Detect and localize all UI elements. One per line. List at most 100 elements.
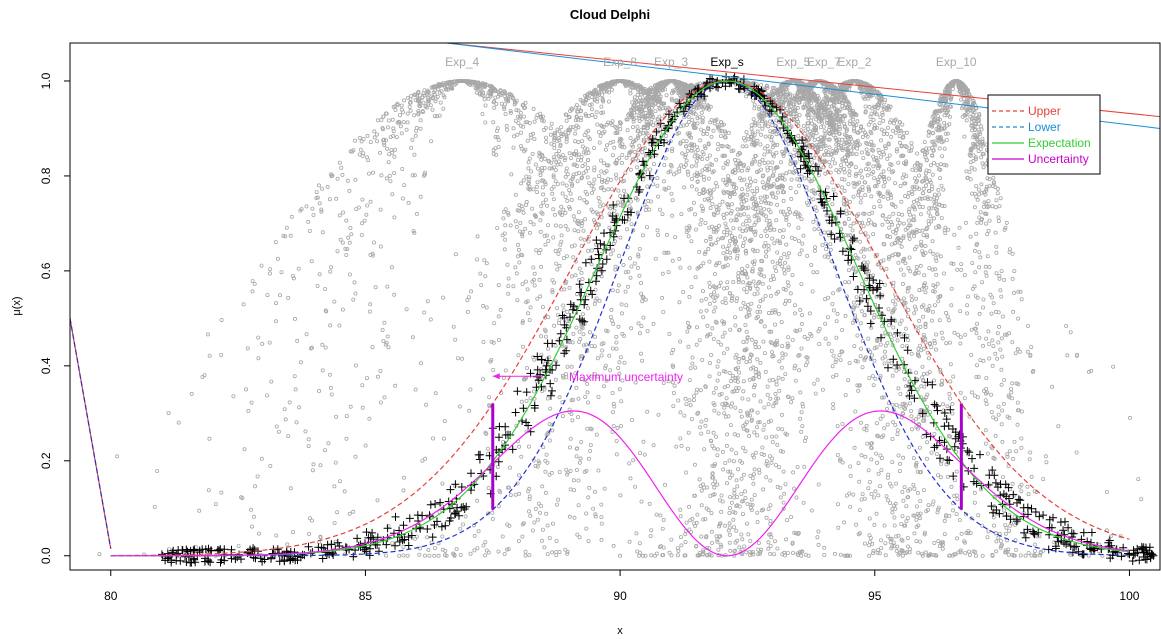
cloud-point — [219, 352, 224, 357]
cloud-point — [737, 356, 742, 361]
cloud-point — [323, 308, 328, 313]
cloud-point — [551, 235, 556, 240]
cloud-point — [534, 115, 539, 120]
cloud-point — [783, 482, 788, 487]
cloud-point — [516, 353, 521, 358]
cloud-point — [426, 97, 431, 102]
cloud-point — [854, 152, 859, 157]
cloud-point — [615, 200, 620, 205]
cloud-point — [484, 261, 489, 266]
cloud-point — [274, 533, 279, 538]
cloud-point — [323, 345, 328, 350]
cloud-point — [547, 536, 552, 541]
cloud-point — [686, 430, 691, 435]
cloud-point — [493, 89, 498, 94]
cloud-point — [546, 238, 551, 243]
cloud-point — [668, 169, 673, 174]
cloud-point — [811, 197, 816, 202]
cloud-point — [543, 458, 548, 463]
cloud-point — [740, 168, 745, 173]
cloud-point — [240, 496, 245, 501]
cloud-point — [769, 137, 774, 142]
cloud-point — [592, 301, 597, 306]
cloud-point — [337, 160, 342, 165]
cloud-point — [546, 223, 551, 228]
cloud-point — [699, 204, 704, 209]
cloud-point — [860, 365, 865, 370]
cloud-point — [503, 223, 508, 228]
cloud-point — [867, 516, 872, 521]
cloud-point — [895, 432, 900, 437]
cloud-point — [843, 233, 848, 238]
cloud-point — [383, 342, 388, 347]
cloud-point — [707, 301, 712, 306]
cloud-point — [368, 199, 373, 204]
cloud-point — [304, 332, 309, 337]
cloud-point — [392, 292, 397, 297]
cloud-point — [504, 123, 509, 128]
cloud-point — [365, 133, 370, 138]
cloud-point — [905, 536, 910, 541]
cloud-point — [166, 411, 171, 416]
cloud-point — [732, 549, 737, 554]
cloud-point — [762, 422, 767, 427]
cloud-point — [416, 110, 421, 115]
cloud-point — [341, 210, 346, 215]
cloud-point — [671, 404, 676, 409]
cloud-point — [709, 352, 714, 357]
cloud-point — [683, 396, 688, 401]
cloud-point — [395, 120, 400, 125]
cloud-point — [891, 280, 896, 285]
cloud-point — [759, 234, 764, 239]
cloud-point — [552, 145, 557, 150]
cloud-point — [761, 339, 766, 344]
cloud-point — [847, 360, 852, 365]
cloud-point — [782, 252, 787, 257]
cloud-point — [332, 521, 337, 526]
cloud-point — [635, 210, 640, 215]
cloud-point — [484, 305, 489, 310]
cloud-point — [707, 284, 712, 289]
cloud-point — [695, 116, 700, 121]
cloud-point — [496, 145, 501, 150]
cloud-point — [611, 410, 616, 415]
cloud-point — [637, 143, 642, 148]
cloud-point — [834, 319, 839, 324]
cloud-point — [830, 202, 835, 207]
cloud-point — [637, 273, 642, 278]
cloud-point — [513, 219, 518, 224]
cloud-point — [846, 182, 851, 187]
cloud-point — [874, 421, 879, 426]
cloud-point — [506, 284, 511, 289]
cloud-point — [728, 494, 733, 499]
cloud-point — [925, 440, 930, 445]
cloud-point — [540, 484, 545, 489]
cloud-point — [851, 492, 856, 497]
cloud-point — [508, 110, 513, 115]
cloud-point — [687, 398, 692, 403]
cloud-point — [855, 285, 860, 290]
cloud-point — [618, 235, 623, 240]
cloud-point — [1074, 450, 1079, 455]
cloud-point — [418, 118, 423, 123]
cloud-point — [441, 106, 446, 111]
cloud-point — [565, 551, 570, 556]
cloud-point — [563, 130, 568, 135]
cloud-point — [307, 516, 312, 521]
cloud-point — [726, 130, 731, 135]
cloud-point — [511, 284, 516, 289]
cloud-point — [809, 508, 814, 513]
cloud-point — [583, 97, 588, 102]
cloud-point — [614, 340, 619, 345]
cloud-point — [498, 307, 503, 312]
cloud-point — [413, 387, 418, 392]
cloud-point — [730, 473, 735, 478]
cloud-point — [766, 402, 771, 407]
cloud-point — [736, 433, 741, 438]
cloud-point — [914, 417, 919, 422]
cloud-point — [716, 547, 721, 552]
cloud-point — [923, 290, 928, 295]
cloud-point — [715, 184, 720, 189]
cloud-point — [699, 127, 704, 132]
cloud-point — [483, 274, 488, 279]
